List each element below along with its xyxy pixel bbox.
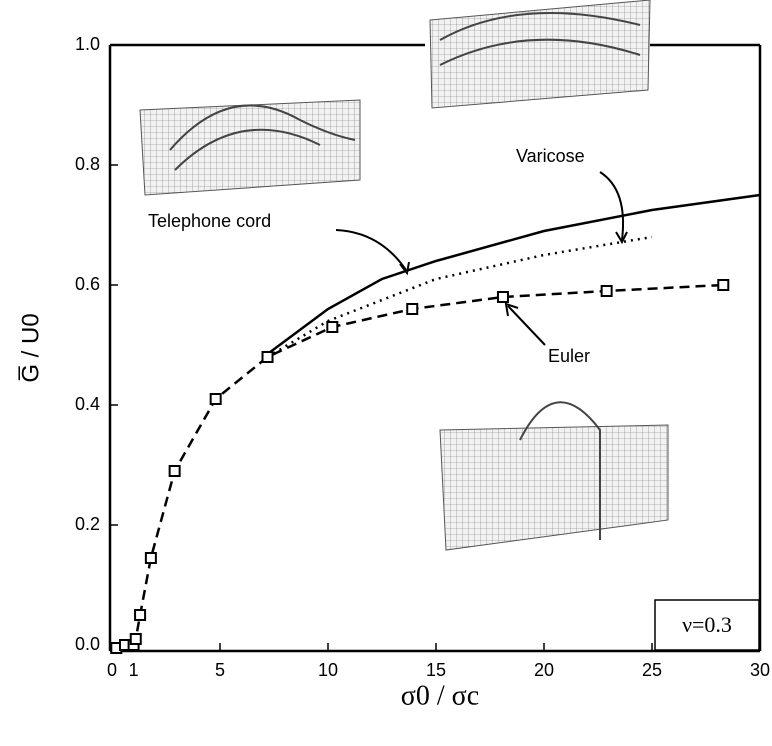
x-tick-label: 20 xyxy=(534,660,554,680)
note: ν=0.3 xyxy=(682,612,732,637)
arrow-head xyxy=(399,261,410,276)
x-tick-label: 5 xyxy=(215,660,225,680)
marker xyxy=(168,465,181,477)
marker xyxy=(406,303,419,315)
marker xyxy=(134,609,147,621)
annotation: Telephone cord xyxy=(148,211,271,231)
x-axis-label: σ0 / σc xyxy=(401,680,479,711)
arrow-head xyxy=(504,302,519,317)
x-tick-label: 1 xyxy=(129,660,139,680)
marker xyxy=(209,393,222,405)
y-tick-label: 0.0 xyxy=(75,634,100,654)
inset-telephone xyxy=(139,99,361,196)
x-tick-label: 25 xyxy=(642,660,662,680)
y-tick-label: 0.6 xyxy=(75,274,100,294)
annotation: Varicose xyxy=(516,146,585,166)
series-line xyxy=(266,193,761,356)
marker xyxy=(144,552,157,564)
arrow xyxy=(335,229,407,271)
marker xyxy=(261,351,274,363)
x-tick-label: 10 xyxy=(318,660,338,680)
inset-euler xyxy=(439,401,669,551)
y-tick-label: 0.4 xyxy=(75,394,100,414)
y-axis-label: G̅ / U0 xyxy=(17,313,44,382)
annotation: Euler xyxy=(548,346,590,366)
marker xyxy=(129,633,142,645)
arrow xyxy=(599,171,624,241)
y-tick-label: 0.2 xyxy=(75,514,100,534)
x-tick-label: 0 xyxy=(107,660,117,680)
y-tick-label: 1.0 xyxy=(75,34,100,54)
x-tick-label: 30 xyxy=(750,660,770,680)
marker xyxy=(496,291,509,303)
inset-varicose xyxy=(429,0,651,109)
y-tick-label: 0.8 xyxy=(75,154,100,174)
arrow xyxy=(507,305,546,346)
note-box xyxy=(654,599,760,651)
marker xyxy=(600,285,613,297)
marker xyxy=(326,321,339,333)
x-tick-label: 15 xyxy=(426,660,446,680)
marker xyxy=(717,279,730,291)
arrow-head xyxy=(615,231,628,245)
